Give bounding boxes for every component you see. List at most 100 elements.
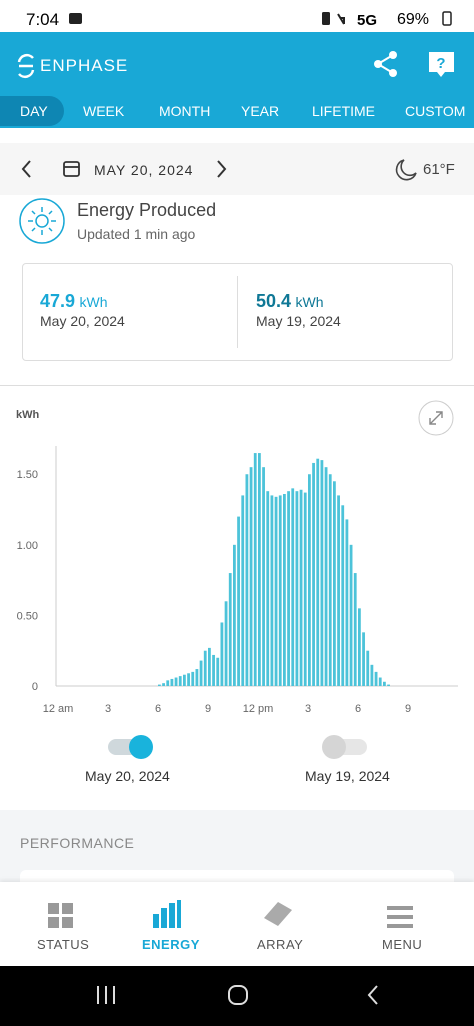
bar	[262, 467, 265, 686]
bar	[253, 453, 257, 686]
bar	[170, 678, 174, 686]
nav-icons	[48, 900, 413, 928]
value: 47.9	[40, 291, 76, 311]
tab[interactable]: DAY	[20, 103, 48, 119]
x-tick-label: 6	[155, 703, 161, 715]
battery: 69%	[397, 11, 430, 28]
bar	[228, 573, 232, 686]
date: MAY 20, 2024	[94, 162, 194, 178]
bar	[353, 573, 357, 686]
bar	[299, 489, 303, 686]
previous-date: May 19, 2024	[256, 313, 341, 329]
bar	[270, 495, 274, 686]
bar	[295, 491, 299, 686]
chart: kWh 0 0.50 1.00 1.50 12 am 3 6 9 12 pm 3 6 9	[16, 400, 458, 715]
x-tick-label: 3	[305, 703, 311, 715]
value: 50.4	[256, 291, 292, 311]
updated: Updated 1 min ago	[77, 226, 196, 242]
bar	[233, 544, 236, 686]
y-tick-label: 1.00	[17, 540, 38, 552]
bar	[320, 460, 324, 686]
bar	[387, 684, 390, 686]
bar	[341, 505, 345, 686]
y-tick-label: 1.50	[17, 469, 38, 481]
nav-item[interactable]: ENERGY	[142, 937, 200, 952]
nav-item[interactable]: MENU	[382, 937, 423, 952]
nav-item[interactable]: STATUS	[37, 937, 90, 952]
bar	[258, 453, 261, 686]
header-icons: ?	[17, 51, 454, 79]
bar	[366, 650, 370, 686]
bar	[312, 462, 315, 686]
divider	[237, 276, 238, 348]
temperature: 61°F	[423, 161, 455, 178]
bar	[362, 632, 365, 686]
x-tick-label: 3	[105, 703, 111, 715]
bar	[303, 492, 307, 686]
tab[interactable]: WEEK	[83, 103, 125, 119]
tab[interactable]: MONTH	[159, 103, 211, 119]
bar	[328, 474, 332, 686]
bar	[308, 474, 311, 686]
bar	[283, 494, 286, 686]
tab[interactable]: LIFETIME	[312, 103, 376, 119]
bar	[191, 671, 195, 686]
bar	[224, 601, 228, 686]
tab[interactable]: CUSTOM	[405, 103, 466, 119]
brand: ENPHASE	[40, 56, 129, 75]
legend-label: May 20, 2024	[85, 768, 170, 784]
bar	[345, 519, 349, 686]
bar	[187, 673, 190, 686]
bar	[174, 677, 178, 686]
bar	[291, 488, 295, 686]
tab[interactable]: YEAR	[241, 103, 280, 119]
bar	[378, 677, 382, 686]
network: 5G	[357, 12, 378, 29]
bar	[195, 669, 199, 686]
nav-item[interactable]: ARRAY	[257, 937, 304, 952]
bar	[249, 467, 253, 686]
performance-title: PERFORMANCE	[20, 835, 135, 851]
summary-box	[22, 263, 453, 361]
bar	[166, 680, 170, 686]
bar	[162, 683, 165, 686]
svg-text:?: ?	[436, 55, 445, 72]
bar	[178, 676, 182, 686]
separator	[0, 385, 474, 386]
system-nav-icons	[97, 985, 378, 1005]
unit: kWh	[295, 294, 324, 310]
status-icons	[69, 11, 452, 26]
bar	[278, 495, 282, 686]
bar	[183, 674, 186, 686]
unit: kWh	[79, 294, 108, 310]
y-tick-label: 0	[32, 681, 38, 693]
bar	[199, 660, 203, 686]
bar	[333, 481, 336, 686]
clock: 7:04	[26, 10, 60, 29]
date-icons	[21, 159, 417, 181]
current-date: May 20, 2024	[40, 313, 125, 329]
bar	[241, 495, 245, 686]
x-tick-label: 12 am	[43, 703, 74, 715]
x-tick-label: 9	[405, 703, 411, 715]
system-nav	[0, 966, 474, 1026]
bar	[316, 458, 320, 686]
legend-label: May 19, 2024	[305, 768, 390, 784]
app-header	[0, 32, 474, 128]
bar	[324, 467, 328, 686]
y-axis-label: kWh	[16, 409, 40, 421]
legend-toggles	[108, 735, 367, 759]
bar	[358, 608, 361, 686]
y-tick-label: 0.50	[17, 610, 38, 622]
bar	[374, 671, 378, 686]
bar	[158, 684, 161, 686]
previous-total: 50.4 kWh	[256, 291, 324, 312]
performance-card	[20, 870, 454, 882]
bar	[212, 654, 215, 686]
bar	[208, 647, 211, 686]
bar	[237, 516, 240, 686]
bar	[383, 681, 386, 686]
bar	[349, 544, 353, 686]
sun-icon	[19, 198, 65, 244]
